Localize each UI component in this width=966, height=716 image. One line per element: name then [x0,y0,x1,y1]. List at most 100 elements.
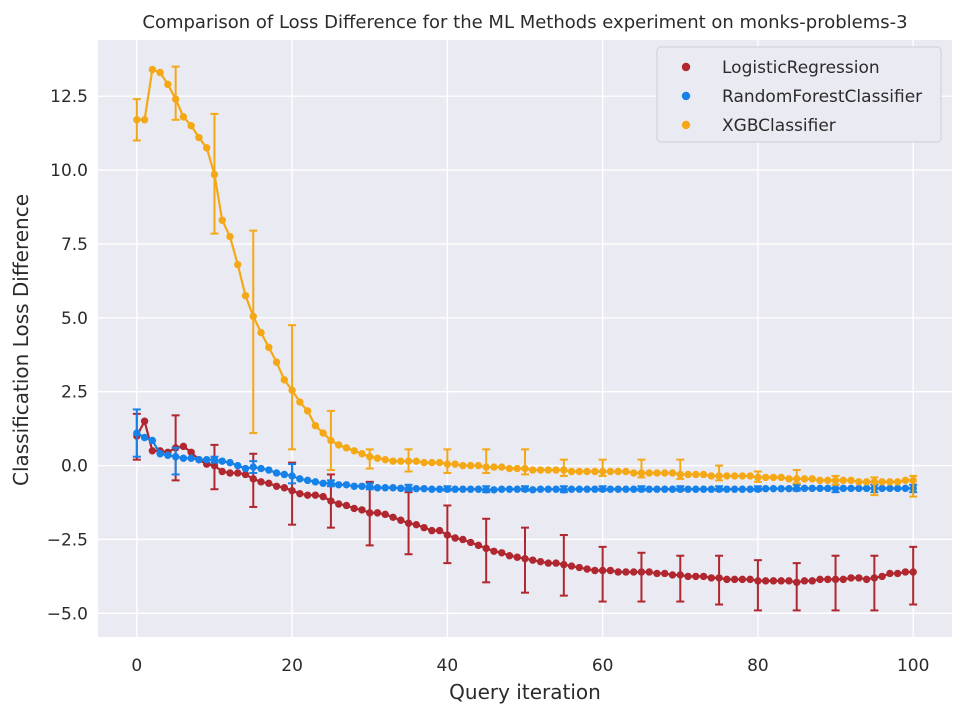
random-forest-classifier-point [878,484,886,493]
xgbclassifier-point [288,386,296,394]
random-forest-classifier-point [800,484,809,493]
random-forest-classifier-point [156,450,164,458]
xgbclassifier-point [653,469,661,477]
x-tick-label: 60 [592,656,614,676]
random-forest-classifier-point [645,485,653,493]
logistic-regression-point [226,469,234,477]
random-forest-classifier-point [498,485,506,493]
logistic-regression-point [816,575,824,584]
random-forest-classifier-point [653,485,661,493]
random-forest-classifier-point [738,485,747,493]
logistic-regression-point [862,575,871,584]
logistic-regression-point [234,469,242,477]
random-forest-classifier-point [195,455,203,464]
y-tick-label: −5.0 [47,604,88,624]
logistic-regression-point [482,544,490,553]
logistic-regression-point [420,523,428,532]
random-forest-classifier-point [381,484,389,492]
random-forest-classifier-point [544,485,552,493]
random-forest-classifier-point [210,455,219,464]
random-forest-classifier-point [296,475,304,483]
xgbclassifier-point [730,472,739,480]
xgbclassifier-point [699,470,708,479]
logistic-regression-point [412,520,421,529]
logistic-regression-point [459,535,467,544]
random-forest-classifier-point [288,472,296,480]
logistic-regression-point [738,575,747,584]
logistic-regression-point [334,500,343,508]
xgbclassifier-point [459,461,467,470]
xgbclassifier-point [816,476,824,485]
random-forest-classifier-point [855,484,863,493]
y-tick-label: 7.5 [61,235,88,255]
random-forest-classifier-point [358,482,366,490]
xgbclassifier-point [451,460,459,468]
logistic-regression-point [443,531,452,539]
xgbclassifier-point [164,80,172,89]
xgbclassifier-point [847,476,855,485]
xgbclassifier-point [560,466,568,474]
xgbclassifier-point [824,476,832,485]
random-forest-classifier-point [350,482,358,490]
logistic-regression-point [692,572,700,581]
xgbclassifier-point [715,472,723,480]
random-forest-classifier-point [769,484,778,493]
xgbclassifier-point [490,463,498,471]
xgbclassifier-point [878,478,886,486]
logistic-regression-point [591,566,599,575]
random-forest-classifier-point [614,485,622,493]
xgbclassifier-point [785,475,793,483]
xgbclassifier-point [311,421,320,430]
random-forest-classifier-point [847,484,855,493]
random-forest-classifier-point [366,483,374,491]
series-random-forest-classifier [132,408,918,494]
xgbclassifier-point [692,470,700,479]
legend-entry-xgb-classifier: XGBClassifier [681,116,836,136]
random-forest-classifier-point [606,485,615,493]
logistic-regression-point [839,575,848,584]
logistic-regression-point [505,552,514,560]
xgbclassifier-point [148,65,157,74]
logistic-regression-point [319,492,327,501]
random-forest-classifier-point [435,485,444,493]
logistic-regression-point [552,559,560,567]
xgbclassifier-point [179,113,188,121]
logistic-regression-point [707,574,716,582]
xgbclassifier-point [793,475,801,483]
xgbclassifier-point [645,469,653,477]
logistic-regression-point [404,519,413,527]
logistic-regression-point [389,513,397,521]
random-forest-classifier-point [723,485,731,493]
logistic-regression-point [583,565,591,573]
xgbclassifier-point [668,469,677,477]
random-forest-classifier-point [901,484,910,493]
random-forest-classifier-point [389,484,397,492]
xgbclassifier-point [265,343,273,352]
random-forest-classifier-point [280,470,289,479]
random-forest-classifier-point [839,484,848,493]
logistic-regression-point [909,568,917,576]
xgbclassifier-point [831,476,840,485]
logistic-regression-point [676,571,684,579]
xgbclassifier-point [133,116,141,124]
logistic-regression-point [606,566,615,575]
logistic-regression-point [498,549,506,557]
logistic-regression-point [637,568,646,576]
random-forest-classifier-point [668,485,677,493]
logistic-regression-point [886,569,894,578]
xgbclassifier-point [195,133,203,142]
logistic-regression-point [148,447,157,455]
logistic-regression-point [723,575,731,584]
xgbclassifier-point [389,457,397,465]
random-forest-classifier-point [567,485,576,493]
xgbclassifier-point [746,472,754,480]
xgbclassifier-point [591,467,599,476]
random-forest-classifier-point [420,484,428,493]
logistic-regression-point [397,516,405,524]
logistic-regression-point [187,448,195,456]
random-forest-classifier-point [886,484,894,493]
xgbclassifier-point [404,457,413,465]
logistic-regression-point [249,475,257,483]
logistic-regression-point [265,479,273,488]
logistic-regression-point [303,491,312,499]
